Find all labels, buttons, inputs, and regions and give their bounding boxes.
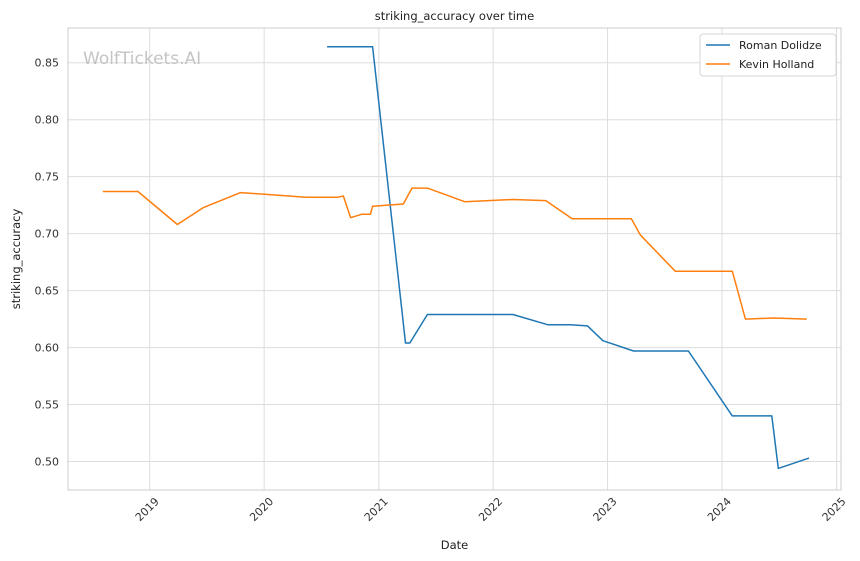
series-line-roman-dolidze [327, 46, 810, 470]
series-line-kevin-holland [102, 187, 807, 320]
legend-box [699, 33, 837, 77]
y-tick-label-0.85: 0.85 [35, 57, 60, 70]
grid [68, 28, 841, 490]
y-tick-label-0.75: 0.75 [35, 171, 60, 184]
y-tick-labels: 0.50 0.55 0.60 0.65 0.70 0.75 0.80 0.85 [35, 57, 60, 469]
y-tick-label-0.70: 0.70 [35, 228, 60, 241]
x-axis-label: Date [441, 538, 469, 552]
y-tick-label-0.60: 0.60 [35, 342, 60, 355]
y-tick-label-0.65: 0.65 [35, 285, 60, 298]
chart-title: striking_accuracy over time [375, 9, 534, 23]
y-axis-label: striking_accuracy [9, 209, 23, 310]
legend-label-kevin-holland: Kevin Holland [739, 58, 814, 71]
legend-label-roman-dolidze: Roman Dolidze [739, 39, 822, 52]
series-lines [102, 46, 810, 470]
y-tick-label-0.55: 0.55 [35, 399, 60, 412]
watermark: WolfTickets.AI [83, 49, 201, 69]
y-tick-label-0.50: 0.50 [35, 456, 60, 469]
y-tick-label-0.80: 0.80 [35, 114, 60, 127]
plot-frame [67, 27, 842, 491]
legend: Roman Dolidze Kevin Holland [699, 33, 837, 77]
